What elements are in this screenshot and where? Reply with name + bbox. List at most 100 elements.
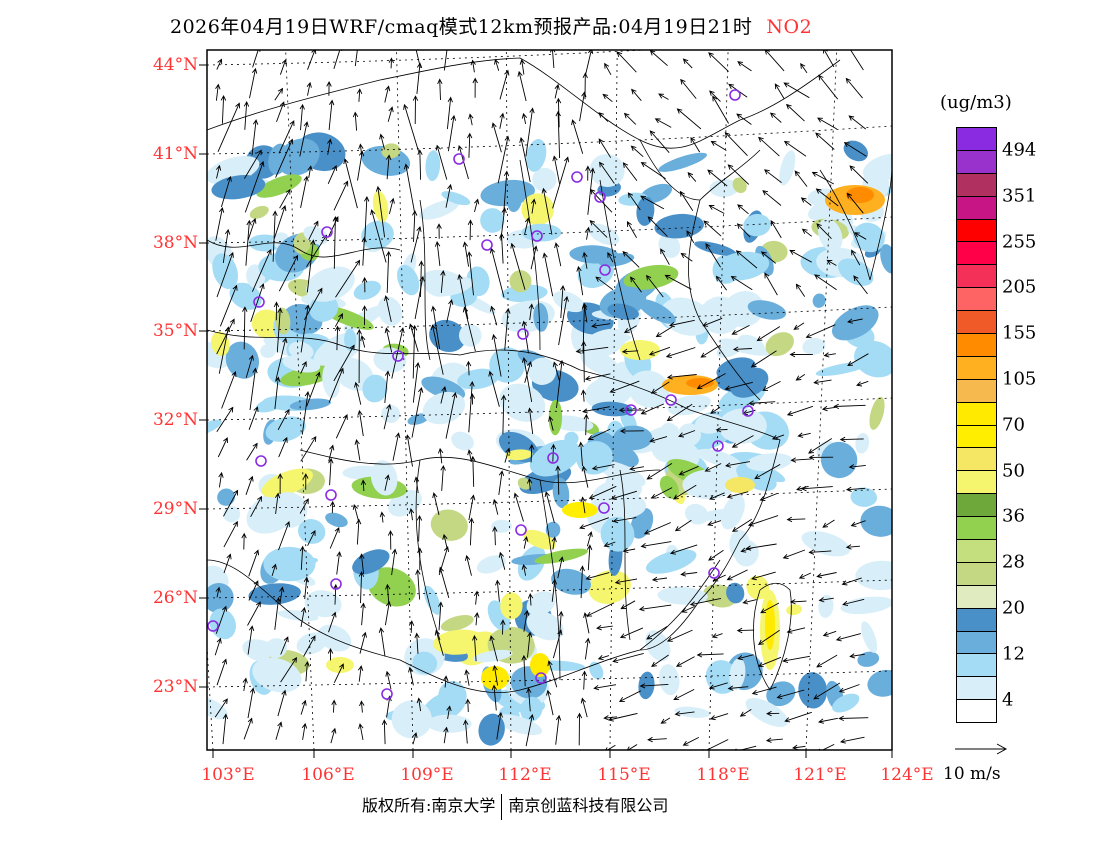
- concentration-patch: [412, 651, 438, 675]
- wind-arrow: [357, 150, 365, 181]
- wind-arrow: [473, 590, 480, 605]
- wind-arrow: [462, 306, 476, 352]
- concentration-patch: [658, 664, 680, 696]
- wind-arrow: [575, 346, 609, 354]
- colorbar-swatch: [957, 311, 996, 335]
- wind-arrow: [359, 700, 365, 713]
- concentration-patch: [726, 582, 745, 604]
- concentration-patch: [718, 338, 770, 356]
- concentration-patch: [564, 431, 579, 446]
- wind-arrow: [821, 405, 836, 412]
- wind-arrow: [571, 119, 584, 154]
- wind-arrow: [279, 188, 291, 209]
- wind-arrow: [756, 326, 781, 342]
- wind-arrow: [244, 149, 262, 179]
- wind-arrow: [272, 210, 278, 262]
- lon-gridline: [805, 50, 838, 750]
- wind-arrow: [823, 50, 835, 68]
- wind-arrow: [523, 536, 529, 549]
- wind-arrow: [764, 272, 778, 296]
- concentration-patch: [855, 560, 892, 591]
- wind-arrow: [220, 95, 227, 124]
- concentration-patch: [820, 441, 858, 479]
- concentration-patch: [476, 555, 506, 574]
- wind-arrow: [333, 344, 355, 382]
- wind-arrow: [519, 137, 531, 182]
- wind-arrow: [838, 684, 860, 693]
- wind-arrow: [304, 287, 323, 321]
- wind-arrow: [742, 599, 757, 605]
- station-marker: [665, 394, 677, 406]
- wind-arrow: [221, 370, 237, 409]
- wind-arrow: [797, 432, 811, 438]
- lat-gridline: [207, 488, 892, 510]
- wind-arrow: [784, 711, 812, 723]
- wind-arrow: [301, 722, 308, 740]
- title-text: 2026年04月19日WRF/cmaq模式12km预报产品:04月19日21时: [170, 16, 753, 38]
- concentration-patch: [880, 244, 892, 274]
- wind-arrow: [552, 156, 570, 209]
- colorbar-swatch: [957, 654, 996, 678]
- concentration-patch: [533, 303, 549, 332]
- wind-arrow: [609, 380, 640, 394]
- wind-arrow: [251, 119, 259, 156]
- concentration-patch: [278, 396, 292, 408]
- wind-arrow: [660, 717, 671, 724]
- wind-arrow: [727, 685, 749, 691]
- concentration-patch: [480, 179, 535, 207]
- wind-arrow: [447, 114, 457, 152]
- wind-arrow: [300, 435, 317, 462]
- station-marker: [708, 567, 720, 579]
- wind-arrow: [504, 307, 511, 351]
- wind-arrow: [242, 306, 248, 350]
- concentration-patch: [433, 629, 486, 655]
- wind-arrow: [811, 171, 835, 185]
- wind-arrow: [739, 709, 752, 717]
- wind-arrow: [627, 192, 641, 211]
- wind-arrow: [218, 326, 231, 374]
- colorbar-label: 255: [1002, 231, 1037, 252]
- wind-arrow: [548, 415, 554, 431]
- wind-arrow: [848, 464, 866, 470]
- wind-arrow: [708, 682, 728, 690]
- lon-label: 103°E: [201, 765, 255, 785]
- wind-arrow: [850, 50, 864, 71]
- wind-arrow: [673, 688, 695, 701]
- wind-arrow: [620, 600, 636, 610]
- wind-arrow: [850, 520, 866, 527]
- wind-arrow: [333, 50, 343, 70]
- concentration-patch: [526, 138, 547, 172]
- wind-arrow: [800, 197, 812, 206]
- concentration-patch: [423, 585, 441, 615]
- wind-arrow: [462, 241, 470, 267]
- wind-arrow: [610, 490, 638, 501]
- wind-arrow: [435, 144, 448, 180]
- wind-arrow: [432, 492, 440, 516]
- lat-label: 38°N: [152, 233, 198, 253]
- wind-arrow: [666, 374, 697, 380]
- station-marker: [535, 672, 547, 684]
- wind-arrow: [737, 204, 749, 215]
- wind-arrow: [731, 518, 752, 532]
- wind-arrow: [391, 548, 398, 576]
- wind-arrow: [504, 447, 511, 463]
- wind-arrow: [557, 556, 565, 579]
- concentration-patch: [517, 477, 531, 490]
- lon-label: 112°E: [498, 765, 552, 785]
- wind-arrow: [702, 317, 723, 327]
- wind-arrow: [276, 307, 283, 353]
- concentration-patch: [297, 519, 326, 544]
- wind-arrow: [680, 78, 697, 99]
- concentration-patch: [430, 509, 468, 541]
- concentration-patch: [853, 222, 885, 253]
- wind-arrow: [649, 130, 670, 153]
- wind-arrow: [361, 276, 368, 293]
- concentration-patch: [658, 152, 707, 172]
- wind-arrow: [468, 517, 475, 546]
- wind-arrow: [274, 87, 284, 101]
- wind-arrow: [501, 394, 507, 435]
- wind-arrow: [818, 74, 839, 100]
- wind-arrow: [585, 50, 594, 75]
- concentration-patch: [472, 649, 513, 663]
- wind-arrow: [527, 407, 534, 435]
